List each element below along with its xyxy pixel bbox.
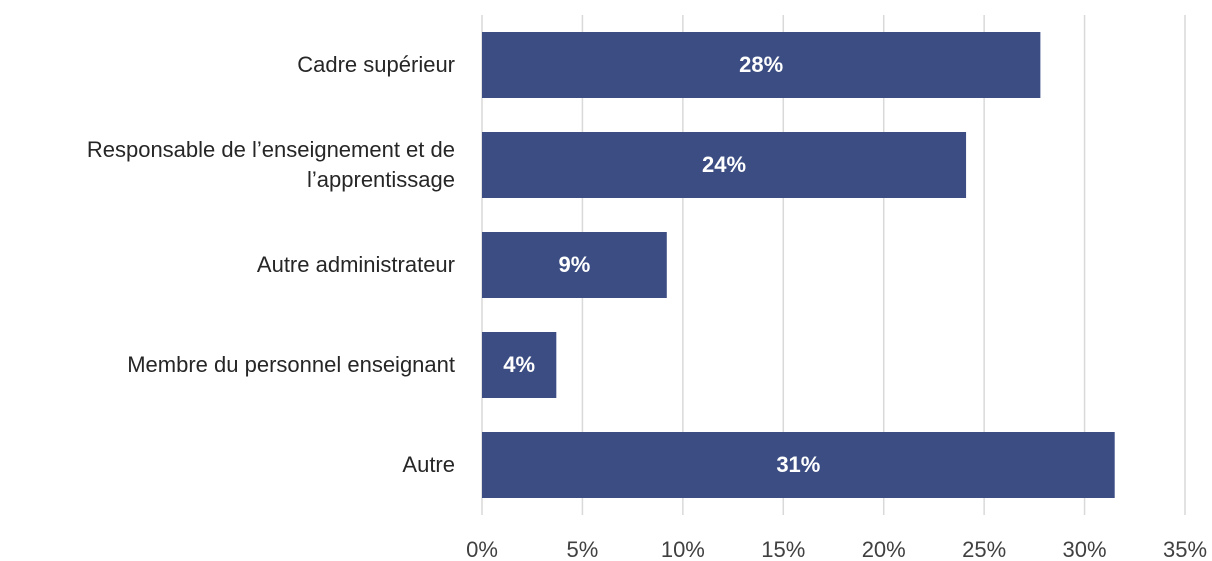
category-label-box: Cadre supérieur [0, 15, 455, 115]
data-label: 31% [776, 452, 820, 477]
x-tick-label: 10% [661, 537, 705, 561]
y-tick-label: Responsable de l’enseignement et de l’ap… [86, 137, 455, 192]
data-label: 4% [503, 352, 535, 377]
x-tick-label: 5% [567, 537, 599, 561]
data-label: 9% [558, 252, 590, 277]
y-tick-label: Autre administrateur [256, 252, 455, 277]
data-label: 28% [739, 52, 783, 77]
y-tick-label: Autre [402, 452, 455, 477]
category-label-box: Membre du personnel enseignant [0, 315, 455, 415]
bar [482, 132, 967, 198]
data-label: 24% [702, 152, 746, 177]
bar [482, 332, 557, 398]
x-tick-label: 15% [761, 537, 805, 561]
category-label-box: Autre administrateur [0, 215, 455, 315]
x-tick-label: 25% [962, 537, 1006, 561]
category-label-box: Autre [0, 415, 455, 515]
category-label-box: Responsable de l’enseignement et de l’ap… [0, 115, 455, 215]
x-tick-label: 0% [466, 537, 498, 561]
bar [482, 232, 667, 298]
y-tick-label: Membre du personnel enseignant [127, 352, 455, 377]
y-tick-label: Cadre supérieur [297, 52, 455, 77]
x-tick-label: 30% [1063, 537, 1107, 561]
bar [482, 432, 1115, 498]
bar [482, 32, 1041, 98]
x-tick-label: 35% [1163, 537, 1207, 561]
x-tick-label: 20% [862, 537, 906, 561]
